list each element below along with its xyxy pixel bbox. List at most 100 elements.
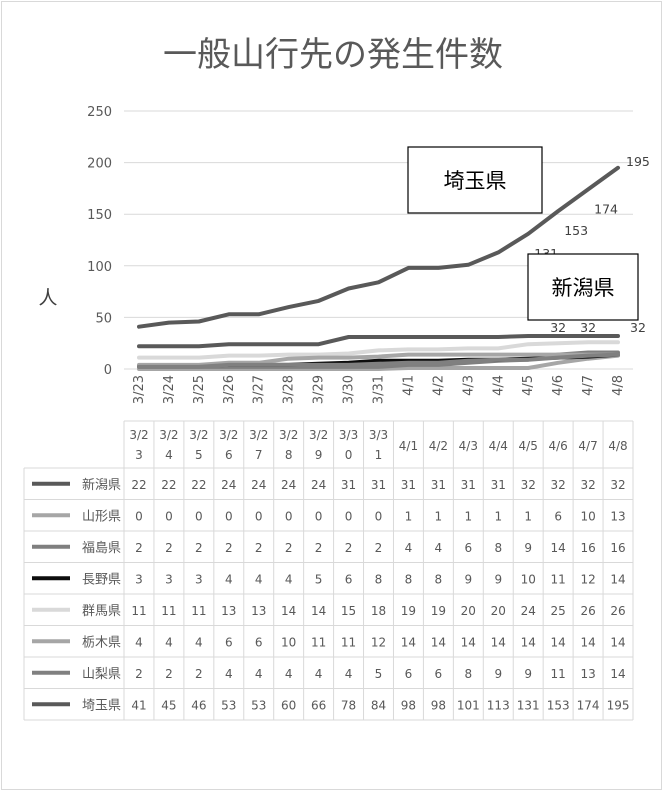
x-tick-label: 3/27 (252, 375, 267, 404)
table-cell: 174 (577, 698, 600, 712)
table-cell: 131 (517, 698, 540, 712)
table-cell: 9 (524, 541, 532, 555)
table-cell: 20 (491, 604, 506, 618)
table-cell: 11 (311, 635, 326, 649)
series-lines (137, 165, 620, 371)
table-cell: 12 (580, 572, 595, 586)
table-header: 1 (375, 448, 383, 462)
table-cell: 19 (431, 604, 446, 618)
table-cell: 10 (580, 509, 595, 523)
table-cell: 4 (225, 572, 233, 586)
series-line (137, 352, 620, 367)
table-cell: 1 (405, 509, 413, 523)
table-header: 3 (135, 448, 143, 462)
table-row-label: 群馬県 (82, 604, 121, 619)
table-cell: 31 (461, 478, 476, 492)
table-cell: 4 (135, 635, 143, 649)
table-cell: 9 (524, 667, 532, 681)
table-header: 4 (165, 448, 173, 462)
x-tick-label: 4/7 (581, 375, 596, 396)
table-cell: 14 (580, 635, 595, 649)
table-cell: 31 (401, 478, 416, 492)
table-cell: 13 (221, 604, 236, 618)
table-cell: 0 (345, 509, 353, 523)
table-cell: 9 (494, 667, 502, 681)
data-label: 195 (626, 154, 650, 169)
y-tick-label: 50 (95, 311, 112, 326)
x-tick-label: 4/2 (431, 375, 446, 396)
x-tick-labels: 3/23 3/24 3/25 3/26 3/27 3/28 3/29 3/30 3/31 4/1 4… (132, 375, 626, 404)
table-cell: 0 (165, 509, 173, 523)
table-header: 5 (195, 448, 203, 462)
table-cell: 3 (165, 572, 173, 586)
x-tick-label: 4/4 (491, 375, 506, 396)
series-line (137, 353, 620, 371)
table-cell: 14 (281, 604, 296, 618)
table-header: 3/3 (369, 428, 388, 442)
x-tick-label: 4/6 (551, 375, 566, 396)
table-cell: 2 (315, 541, 323, 555)
table-header: 4/5 (519, 439, 538, 453)
table-cell: 14 (610, 635, 625, 649)
table-cell: 113 (487, 698, 510, 712)
table-cell: 3 (195, 572, 203, 586)
x-tick-label: 3/28 (282, 375, 297, 404)
table-cell: 13 (580, 667, 595, 681)
table-cell: 0 (195, 509, 203, 523)
table-cell: 1 (494, 509, 502, 523)
table-cell: 2 (375, 541, 383, 555)
table-header: 7 (255, 448, 263, 462)
callout-text: 埼玉県 (444, 169, 507, 193)
table-cell: 0 (225, 509, 233, 523)
y-tick-labels: 0 50 100 150 200 250 (87, 105, 112, 378)
table-row-label: 栃木県 (82, 635, 121, 650)
chart-title: 一般山行先の発生件数 (163, 35, 503, 75)
table-cell: 6 (345, 572, 353, 586)
table-cell: 13 (251, 604, 266, 618)
table-cell: 24 (311, 478, 326, 492)
table-cell: 12 (371, 635, 386, 649)
table-cell: 6 (435, 667, 443, 681)
table-cell: 78 (341, 698, 356, 712)
table-cell: 26 (610, 604, 625, 618)
table-cell: 10 (521, 572, 536, 586)
table-cell: 31 (431, 478, 446, 492)
table-cell: 31 (371, 478, 386, 492)
table-header: 4/1 (399, 439, 418, 453)
series-line (137, 340, 620, 360)
table-cell: 14 (610, 667, 625, 681)
table-cell: 6 (225, 635, 233, 649)
table-cell: 4 (435, 541, 443, 555)
table-cell: 14 (521, 635, 536, 649)
table-cell: 14 (461, 635, 476, 649)
table-header: 4/2 (429, 439, 448, 453)
table-cell: 3 (135, 572, 143, 586)
table-cell: 0 (375, 509, 383, 523)
x-tick-label: 4/3 (461, 375, 476, 396)
table-header: 3/2 (219, 428, 238, 442)
table-cell: 6 (405, 667, 413, 681)
y-tick-label: 250 (87, 105, 112, 120)
data-table: 3/2 3 3/2 4 3/2 5 3/2 6 3/2 7 3/2 8 3/2 9 3/3 0 3/3 1 4/1 4… (23, 420, 634, 721)
table-header: 6 (225, 448, 233, 462)
table-header: 3/3 (339, 428, 358, 442)
y-tick-label: 200 (87, 157, 112, 172)
series-line (137, 352, 620, 369)
table-cell: 0 (315, 509, 323, 523)
x-tick-label: 4/8 (611, 375, 626, 396)
table-header: 4/7 (578, 439, 597, 453)
table-cell: 0 (285, 509, 293, 523)
table-cell: 2 (285, 541, 293, 555)
table-header: 4/4 (489, 439, 508, 453)
table-header: 3/2 (249, 428, 268, 442)
table-header: 3/2 (279, 428, 298, 442)
callout-box (527, 253, 639, 321)
table-cell: 10 (281, 635, 296, 649)
table-cell: 15 (341, 604, 356, 618)
table-cell: 9 (494, 572, 502, 586)
table-row-label: 長野県 (82, 572, 121, 587)
data-label: 32 (630, 320, 646, 335)
x-tick-label: 3/30 (342, 375, 357, 404)
table-cell: 2 (165, 667, 173, 681)
